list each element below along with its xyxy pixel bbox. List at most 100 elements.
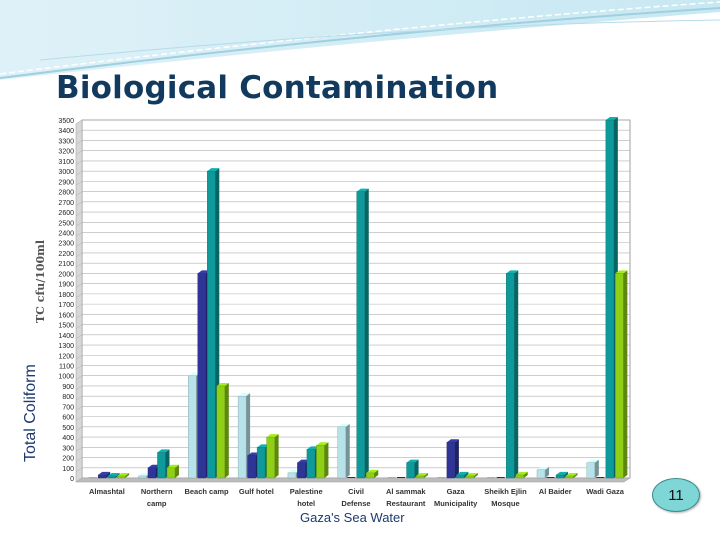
y-tick-label: 900 <box>62 384 74 391</box>
bar-side <box>374 469 379 478</box>
bar-top <box>166 464 179 468</box>
bar-top <box>565 472 578 476</box>
bar <box>207 170 216 479</box>
bar <box>166 467 176 479</box>
bar-top <box>266 434 279 438</box>
bar <box>586 462 596 479</box>
gridline-side <box>75 293 83 299</box>
y-tick-label: 3500 <box>58 118 74 125</box>
bar-top <box>207 168 220 172</box>
x-tick-label: Wadi Gaza <box>586 487 624 496</box>
bar <box>247 455 256 479</box>
bar-baseline <box>387 477 396 478</box>
y-tick-label: 1800 <box>58 292 74 299</box>
gridline-side <box>75 385 83 391</box>
bar-side <box>174 464 179 478</box>
bar-baseline <box>546 477 555 478</box>
y-tick-label: 400 <box>62 435 74 442</box>
header-band <box>0 0 720 80</box>
y-axis-label: Total Coliform <box>22 364 39 462</box>
y-tick-label: 300 <box>62 445 74 452</box>
x-axis-label: Gaza's Sea Water <box>300 510 405 525</box>
bar-top <box>316 442 329 446</box>
bar-top <box>138 472 151 476</box>
gridline-side <box>75 436 83 442</box>
x-tick-label: Palestine <box>290 487 323 496</box>
y-tick-label: 500 <box>62 425 74 432</box>
bar-top <box>506 270 519 274</box>
bar-side <box>454 439 459 478</box>
bar-top <box>216 382 229 386</box>
bar-top <box>537 466 550 470</box>
gridline-side <box>75 201 83 207</box>
gridline-side <box>75 232 83 237</box>
y-tick-label: 2400 <box>58 231 74 238</box>
x-tick-label: Northern <box>141 487 173 496</box>
gridline-side <box>75 160 83 166</box>
slide-title: Biological Contamination <box>56 70 499 106</box>
bar-side <box>514 270 519 478</box>
bar-side <box>573 472 578 478</box>
header-swoosh-line <box>0 7 720 79</box>
bar-side <box>473 472 478 478</box>
bar-baseline <box>596 477 605 478</box>
bar-side <box>125 472 130 478</box>
x-tick-label: camp <box>147 499 167 508</box>
gridline-side <box>75 416 83 421</box>
y-tick-label: 2600 <box>58 210 74 217</box>
bar <box>605 119 615 479</box>
y-tick-label: 700 <box>62 404 74 411</box>
y-tick-label: 3100 <box>58 159 74 166</box>
y-tick-label: 100 <box>62 466 74 473</box>
bar-side <box>324 442 329 478</box>
gridline-side <box>75 314 83 319</box>
y-tick-label: 1200 <box>58 353 74 360</box>
header-swoosh-line-3 <box>39 19 720 61</box>
bar-top <box>247 452 260 456</box>
bar-top <box>406 459 419 463</box>
y-tick-label: 2300 <box>58 241 74 248</box>
bar <box>415 475 425 479</box>
bar-top <box>465 472 478 476</box>
header-swoosh-line-2 <box>0 1 720 75</box>
bar-baseline <box>347 477 356 478</box>
gridline-side <box>75 426 83 432</box>
bar-top <box>446 439 459 443</box>
bar-top <box>188 372 201 376</box>
bar-top <box>416 472 429 476</box>
y-tick-label: 3200 <box>58 149 74 156</box>
bar <box>406 462 415 479</box>
bar <box>188 375 197 479</box>
y-tick-label: 1000 <box>58 374 74 381</box>
bar-top <box>238 393 251 397</box>
bar-top <box>366 469 379 473</box>
x-tick-label: Restaurant <box>386 499 426 508</box>
gridline-side <box>75 477 83 483</box>
bar <box>337 426 346 479</box>
bar-top <box>337 423 350 427</box>
bar-top <box>297 459 310 463</box>
bar-side <box>523 471 528 478</box>
bar <box>565 475 574 479</box>
bar-baseline <box>437 477 446 478</box>
x-tick-label: Al Baider <box>539 487 572 496</box>
bar <box>157 452 166 479</box>
bar <box>147 467 157 479</box>
gridline-side <box>75 303 83 309</box>
bar-top <box>615 270 628 274</box>
bar <box>266 436 275 479</box>
bar-top <box>515 471 528 475</box>
bar-top <box>98 471 111 475</box>
x-tick-label: hotel <box>297 499 315 508</box>
gridline-side <box>75 150 83 155</box>
x-tick-label: Municipality <box>434 499 478 508</box>
gridline-side <box>75 140 83 145</box>
x-tick-label: Civil <box>348 487 364 496</box>
bar <box>216 385 225 479</box>
y-tick-label: 1900 <box>58 282 74 289</box>
y-tick-label: 1400 <box>58 333 74 340</box>
x-tick-label: Defense <box>341 499 370 508</box>
y-tick-label: 1500 <box>58 323 74 330</box>
bar <box>197 273 206 479</box>
